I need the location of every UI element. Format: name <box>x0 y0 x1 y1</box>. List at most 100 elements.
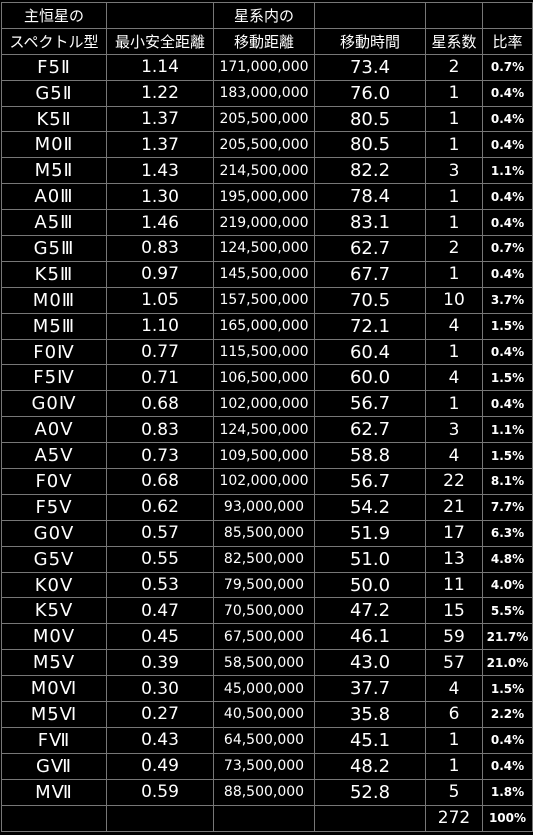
min-safe-distance-cell: 0.39 <box>106 649 214 677</box>
ratio-cell: 0.4% <box>482 260 533 288</box>
ratio-cell: 0.7% <box>482 53 533 81</box>
table-row: M5Ⅵ 0.27 40,500,000 35.8 6 2.2% <box>1 701 533 728</box>
table-row: F0Ⅳ 0.77 115,500,000 60.4 1 0.4% <box>1 338 533 366</box>
travel-distance-cell: 67,500,000 <box>213 623 315 651</box>
ratio-cell: 5.5% <box>482 597 533 625</box>
travel-distance-cell: 145,500,000 <box>213 260 315 288</box>
min-safe-distance-cell: 0.49 <box>106 752 214 780</box>
system-count-cell: 1 <box>425 752 483 780</box>
ratio-cell: 0.4% <box>482 183 533 211</box>
ratio-cell: 0.4% <box>482 338 533 366</box>
ratio-cell: 0.4% <box>482 209 533 237</box>
system-count-cell: 1 <box>425 260 483 288</box>
travel-distance-cell: 171,000,000 <box>213 53 315 81</box>
travel-time-cell: 52.8 <box>314 778 426 806</box>
travel-time-cell: 46.1 <box>314 623 426 651</box>
ratio-cell: 8.1% <box>482 468 533 495</box>
system-count-cell: 1 <box>425 338 483 366</box>
travel-time-cell: 50.0 <box>314 571 426 599</box>
travel-distance-cell: 219,000,000 <box>213 209 315 237</box>
system-count-cell: 13 <box>425 545 483 573</box>
travel-time-cell: 51.9 <box>314 519 426 547</box>
ratio-cell: 1.1% <box>482 416 533 444</box>
travel-time-cell: 51.0 <box>314 545 426 573</box>
spectral-type-cell: F0Ⅳ <box>1 338 107 366</box>
travel-distance-cell: 214,500,000 <box>213 157 315 185</box>
table-row: M5Ⅲ 1.10 165,000,000 72.1 4 1.5% <box>1 312 533 340</box>
ratio-cell: 21.7% <box>482 623 533 651</box>
total-row: 272 100% <box>1 804 533 832</box>
system-count-cell: 3 <box>425 157 483 185</box>
header-row-2: スペクトル型 最小安全距離 移動距離 移動時間 星系数 比率 <box>1 27 533 55</box>
table-row: M0Ⅲ 1.05 157,500,000 70.5 10 3.7% <box>1 286 533 314</box>
min-safe-distance-cell: 0.43 <box>106 726 214 754</box>
header-cell <box>314 2 426 29</box>
header-spectral-type: スペクトル型 <box>1 27 107 55</box>
spectral-type-cell: A0Ⅴ <box>1 416 107 444</box>
system-count-cell: 1 <box>425 209 483 237</box>
table-row: G5Ⅴ 0.55 82,500,000 51.0 13 4.8% <box>1 545 533 573</box>
travel-distance-cell: 73,500,000 <box>213 752 315 780</box>
ratio-cell: 1.8% <box>482 778 533 806</box>
travel-time-cell: 82.2 <box>314 157 426 185</box>
table-row: G0Ⅴ 0.57 85,500,000 51.9 17 6.3% <box>1 519 533 547</box>
travel-distance-cell: 109,500,000 <box>213 442 315 470</box>
travel-time-cell: 80.5 <box>314 131 426 159</box>
spectral-type-cell: M5Ⅲ <box>1 312 107 340</box>
travel-distance-cell: 82,500,000 <box>213 545 315 573</box>
table-row: M0Ⅵ 0.30 45,000,000 37.7 4 1.5% <box>1 675 533 703</box>
min-safe-distance-cell: 0.47 <box>106 597 214 625</box>
table-row: F0Ⅴ 0.68 102,000,000 56.7 22 8.1% <box>1 468 533 495</box>
travel-distance-cell: 205,500,000 <box>213 131 315 159</box>
table-row: K5Ⅴ 0.47 70,500,000 47.2 15 5.5% <box>1 597 533 625</box>
system-count-cell: 5 <box>425 778 483 806</box>
travel-distance-cell: 124,500,000 <box>213 416 315 444</box>
spectral-type-cell: M5Ⅵ <box>1 701 107 728</box>
system-count-cell: 21 <box>425 493 483 521</box>
spectral-type-cell: M0Ⅵ <box>1 675 107 703</box>
system-count-cell: 2 <box>425 235 483 262</box>
min-safe-distance-cell: 1.22 <box>106 79 214 107</box>
empty-cell <box>1 804 107 832</box>
travel-distance-cell: 40,500,000 <box>213 701 315 728</box>
header-cell: 主恒星の <box>1 2 107 29</box>
ratio-cell: 4.0% <box>482 571 533 599</box>
table-row: M5Ⅴ 0.39 58,500,000 43.0 57 21.0% <box>1 649 533 677</box>
min-safe-distance-cell: 1.10 <box>106 312 214 340</box>
system-count-cell: 1 <box>425 726 483 754</box>
table-row: M0Ⅱ 1.37 205,500,000 80.5 1 0.4% <box>1 131 533 159</box>
travel-time-cell: 70.5 <box>314 286 426 314</box>
table-row: K0Ⅴ 0.53 79,500,000 50.0 11 4.0% <box>1 571 533 599</box>
table-row: A5Ⅴ 0.73 109,500,000 58.8 4 1.5% <box>1 442 533 470</box>
system-count-cell: 3 <box>425 416 483 444</box>
system-count-cell: 11 <box>425 571 483 599</box>
system-count-cell: 1 <box>425 183 483 211</box>
travel-time-cell: 37.7 <box>314 675 426 703</box>
travel-time-cell: 67.7 <box>314 260 426 288</box>
min-safe-distance-cell: 1.30 <box>106 183 214 211</box>
ratio-cell: 1.5% <box>482 442 533 470</box>
min-safe-distance-cell: 0.59 <box>106 778 214 806</box>
spectral-type-cell: G5Ⅱ <box>1 79 107 107</box>
header-travel-distance: 移動距離 <box>213 27 315 55</box>
travel-time-cell: 80.5 <box>314 105 426 133</box>
spectral-type-cell: G5Ⅴ <box>1 545 107 573</box>
travel-distance-cell: 58,500,000 <box>213 649 315 677</box>
travel-time-cell: 58.8 <box>314 442 426 470</box>
min-safe-distance-cell: 0.30 <box>106 675 214 703</box>
table-row: A0Ⅲ 1.30 195,000,000 78.4 1 0.4% <box>1 183 533 211</box>
system-count-cell: 4 <box>425 442 483 470</box>
spectral-type-cell: M5Ⅴ <box>1 649 107 677</box>
spectral-type-cell: FⅦ <box>1 726 107 754</box>
travel-distance-cell: 102,000,000 <box>213 468 315 495</box>
min-safe-distance-cell: 1.05 <box>106 286 214 314</box>
system-count-cell: 4 <box>425 312 483 340</box>
system-count-cell: 4 <box>425 675 483 703</box>
table-row: MⅦ 0.59 88,500,000 52.8 5 1.8% <box>1 778 533 806</box>
system-count-cell: 1 <box>425 390 483 418</box>
travel-distance-cell: 45,000,000 <box>213 675 315 703</box>
table-row: K5Ⅲ 0.97 145,500,000 67.7 1 0.4% <box>1 260 533 288</box>
travel-distance-cell: 102,000,000 <box>213 390 315 418</box>
min-safe-distance-cell: 1.43 <box>106 157 214 185</box>
